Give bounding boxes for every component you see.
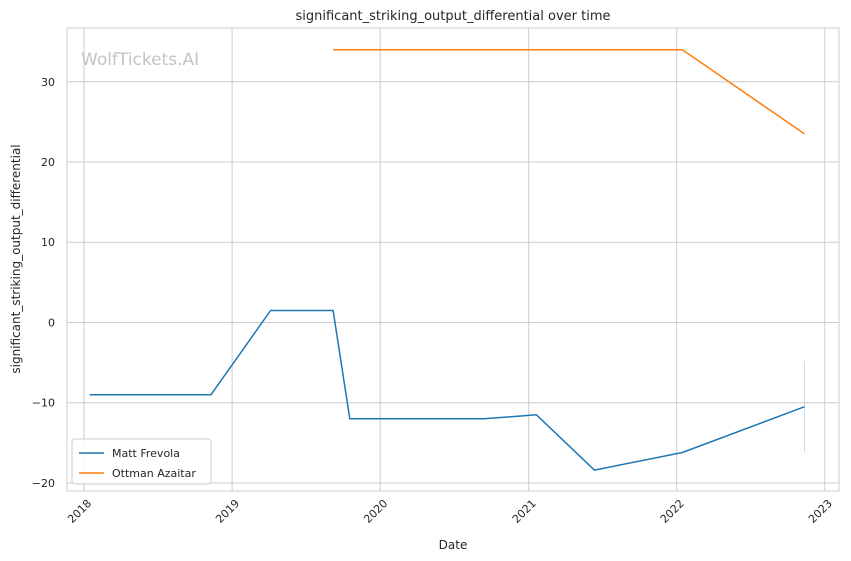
- y-tick-label: −20: [32, 477, 55, 490]
- series-line-ottman-azaitar: [333, 48, 805, 135]
- x-axis-ticks: 2018 2019 2020 2021 2022 2023: [65, 497, 835, 526]
- series-lines: [89, 48, 805, 471]
- x-axis-label: Date: [439, 538, 468, 552]
- x-tick-label: 2022: [658, 497, 687, 526]
- y-axis-ticks: −20 −10 0 10 20 30: [32, 76, 55, 490]
- series-line-matt-frevola: [89, 309, 805, 471]
- x-tick-label: 2020: [361, 497, 390, 526]
- x-tick-label: 2023: [806, 497, 835, 526]
- legend: Matt Frevola Ottman Azaitar: [71, 438, 212, 485]
- legend-box: [71, 438, 212, 485]
- y-tick-label: −10: [32, 397, 55, 410]
- legend-label-ottman-azaitar: Ottman Azaitar: [112, 467, 196, 480]
- y-tick-label: 0: [48, 316, 55, 329]
- plot-area: [66, 27, 840, 492]
- watermark: WolfTickets.AI: [81, 50, 199, 70]
- y-tick-label: 20: [41, 156, 55, 169]
- chart-title: significant_striking_output_differential…: [296, 9, 611, 24]
- x-tick-label: 2018: [65, 497, 94, 526]
- y-tick-label: 10: [41, 236, 55, 249]
- y-axis-label: significant_striking_output_differential: [9, 144, 23, 373]
- y-tick-label: 30: [41, 76, 55, 89]
- x-tick-label: 2019: [213, 497, 242, 526]
- legend-label-matt-frevola: Matt Frevola: [112, 447, 180, 460]
- x-tick-label: 2021: [510, 497, 539, 526]
